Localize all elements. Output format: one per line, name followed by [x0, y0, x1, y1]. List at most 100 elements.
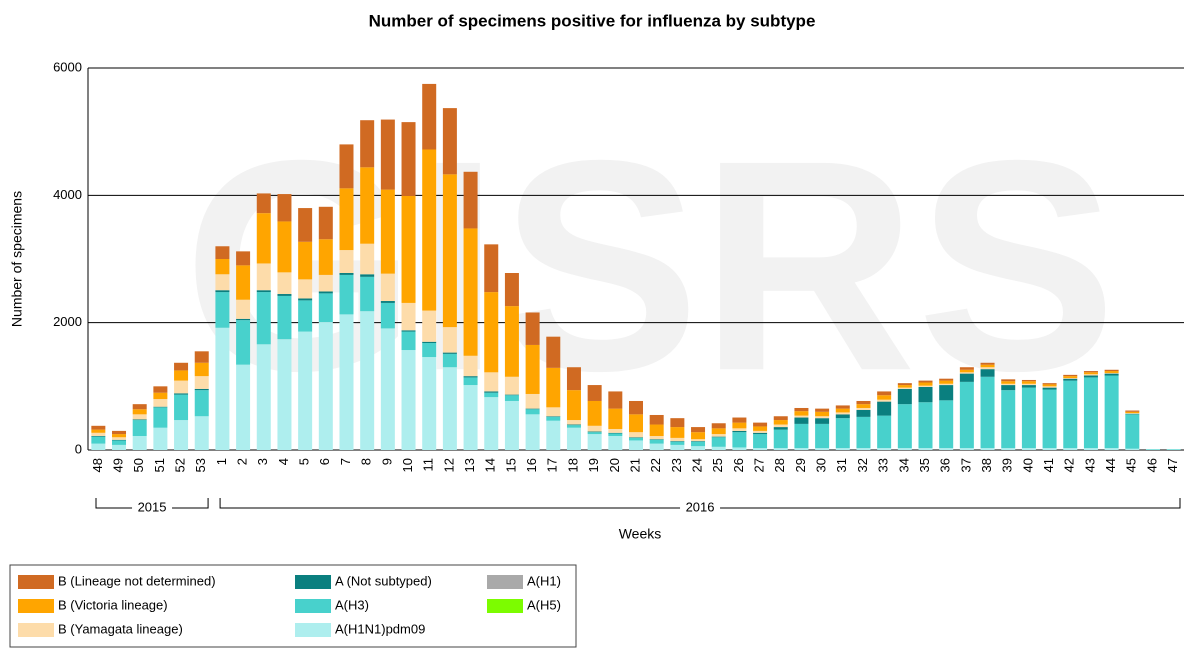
bar-segment	[980, 369, 995, 377]
bar-segment	[318, 291, 333, 294]
bar-segment	[91, 435, 106, 437]
bar-segment	[959, 367, 974, 370]
bar-segment	[608, 432, 623, 434]
bar-segment	[112, 430, 127, 435]
bar-segment	[277, 221, 292, 273]
bar-segment	[504, 394, 519, 396]
x-tick-label: 48	[90, 458, 105, 472]
bar-segment	[1063, 378, 1078, 381]
x-tick-label: 40	[1020, 458, 1035, 472]
x-tick-label: 32	[855, 458, 870, 472]
bar-segment	[835, 414, 850, 419]
bar-segment	[504, 395, 519, 401]
bar-segment	[691, 441, 706, 442]
bar-segment	[959, 373, 974, 382]
bar-segment	[546, 367, 561, 408]
bar-segment	[939, 448, 954, 450]
x-tick-label: 21	[627, 458, 642, 472]
bar-segment	[691, 439, 706, 442]
group-label: 2015	[138, 499, 167, 514]
bar-segment	[629, 432, 643, 438]
bar-segment	[318, 206, 333, 240]
bar-segment	[1042, 383, 1057, 385]
legend-label: A(H5)	[527, 597, 561, 612]
bar-segment	[566, 425, 581, 428]
bar-segment	[422, 310, 437, 342]
bar-segment	[153, 392, 168, 400]
x-tick-label: 14	[483, 458, 498, 472]
bar-segment	[1001, 448, 1016, 450]
legend-swatch	[487, 599, 523, 613]
y-axis-label: Number of specimens	[9, 191, 25, 327]
bar-segment	[753, 422, 768, 427]
x-tick-label: 39	[1000, 458, 1015, 472]
bar-segment	[753, 432, 768, 435]
x-tick-label: 53	[193, 458, 208, 472]
bar-segment	[546, 407, 561, 417]
x-axis-label: Weeks	[619, 526, 662, 542]
y-tick-label: 2000	[53, 314, 82, 329]
bar-segment	[132, 435, 147, 450]
bar-segment	[918, 382, 933, 386]
bar-segment	[174, 362, 189, 371]
bar-segment	[318, 293, 333, 323]
bar-segment	[504, 306, 519, 377]
bar-segment	[339, 314, 354, 450]
bar-segment	[608, 433, 623, 436]
bar-segment	[112, 434, 127, 438]
bar-segment	[91, 425, 106, 430]
x-tick-label: 49	[110, 458, 125, 472]
bar-segment	[1125, 411, 1140, 414]
bar-segment	[1083, 377, 1098, 449]
bar-segment	[835, 418, 850, 449]
bar-segment	[691, 441, 706, 447]
bar-segment	[1042, 386, 1057, 388]
bar-segment	[1063, 380, 1078, 449]
bar-segment	[422, 357, 437, 450]
bar-segment	[566, 390, 581, 421]
bar-segment	[360, 276, 375, 312]
x-tick-label: 4	[276, 458, 291, 465]
bar-segment	[815, 416, 830, 419]
bar-segment	[1083, 372, 1098, 375]
bar-segment	[1125, 448, 1140, 450]
bar-segment	[546, 416, 561, 421]
bar-segment	[1001, 381, 1016, 384]
bar-segment	[422, 343, 437, 358]
bar-segment	[794, 411, 809, 416]
bar-segment	[711, 428, 726, 435]
bar-segment	[1042, 389, 1057, 449]
bar-segment	[442, 353, 457, 368]
x-tick-label: 19	[586, 458, 601, 472]
bar-segment	[525, 312, 540, 345]
bar-segment	[753, 448, 768, 450]
bar-segment	[1021, 385, 1036, 388]
bar-segment	[670, 437, 685, 442]
x-tick-label: 42	[1062, 458, 1077, 472]
bar-segment	[897, 388, 912, 405]
bar-segment	[91, 429, 106, 433]
bar-segment	[587, 431, 602, 433]
legend-label: A(H1N1)pdm09	[335, 621, 425, 636]
group-label-bg	[680, 500, 721, 516]
bar-segment	[835, 405, 850, 409]
bar-segment	[1083, 374, 1098, 376]
bar-segment	[360, 120, 375, 168]
bar-segment	[670, 427, 685, 438]
bar-segment	[153, 406, 168, 408]
bar-segment	[670, 444, 685, 450]
bar-segment	[256, 292, 271, 345]
group-label-bg	[132, 500, 173, 516]
x-tick-label: 33	[876, 458, 891, 472]
x-tick-label: 22	[648, 458, 663, 472]
bar-segment	[422, 341, 437, 344]
bar-segment	[939, 380, 954, 384]
bar-segment	[318, 274, 333, 292]
bar-segment	[587, 425, 602, 432]
bar-segment	[959, 448, 974, 450]
bar-segment	[835, 412, 850, 415]
bar-segment	[256, 344, 271, 450]
bar-segment	[298, 298, 313, 301]
bar-segment	[380, 189, 395, 274]
bar-segment	[484, 391, 499, 393]
